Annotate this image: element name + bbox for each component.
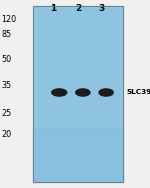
Bar xyxy=(33,6,123,182)
Text: 120: 120 xyxy=(2,15,17,24)
Text: 85: 85 xyxy=(2,30,12,39)
Text: 50: 50 xyxy=(2,55,12,64)
Ellipse shape xyxy=(52,89,67,96)
Text: 2: 2 xyxy=(75,4,81,13)
Bar xyxy=(33,129,123,182)
Text: 1: 1 xyxy=(50,4,56,13)
Text: SLC39A9: SLC39A9 xyxy=(127,89,150,96)
Bar xyxy=(33,6,123,182)
Text: 20: 20 xyxy=(2,130,12,139)
Ellipse shape xyxy=(99,89,113,96)
Text: 35: 35 xyxy=(2,81,12,90)
Text: 25: 25 xyxy=(2,109,12,118)
Text: 3: 3 xyxy=(98,4,104,13)
Ellipse shape xyxy=(76,89,90,96)
